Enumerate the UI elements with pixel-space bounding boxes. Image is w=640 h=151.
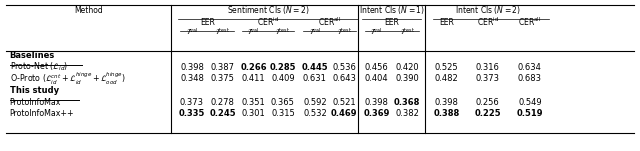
Text: $\mathcal{T}^{\mathrm{val}}$: $\mathcal{T}^{\mathrm{val}}$ <box>247 27 260 38</box>
Text: 0.285: 0.285 <box>269 63 296 72</box>
Text: CER$^{\mathrm{all}}$: CER$^{\mathrm{all}}$ <box>518 16 541 28</box>
Text: This study: This study <box>10 86 59 95</box>
Text: 0.278: 0.278 <box>211 98 235 107</box>
Text: Intent Cls ($N = 2$): Intent Cls ($N = 2$) <box>455 4 522 16</box>
Text: 0.404: 0.404 <box>365 74 388 83</box>
Text: 0.375: 0.375 <box>211 74 235 83</box>
Text: 0.369: 0.369 <box>363 109 390 118</box>
Text: CER$^{\mathrm{all}}$: CER$^{\mathrm{all}}$ <box>318 16 341 28</box>
Text: 0.388: 0.388 <box>433 109 460 118</box>
Text: 0.592: 0.592 <box>303 98 326 107</box>
Text: 0.631: 0.631 <box>303 74 327 83</box>
Text: 0.532: 0.532 <box>303 109 327 118</box>
Text: EER: EER <box>200 18 215 27</box>
Text: ProtoInfoMax++: ProtoInfoMax++ <box>10 109 74 118</box>
Text: 0.409: 0.409 <box>271 74 294 83</box>
Text: 0.301: 0.301 <box>241 109 266 118</box>
Text: 0.348: 0.348 <box>180 74 204 83</box>
Text: $\mathcal{T}^{\mathrm{val}}$: $\mathcal{T}^{\mathrm{val}}$ <box>186 27 198 38</box>
Text: 0.368: 0.368 <box>394 98 420 107</box>
Text: 0.315: 0.315 <box>271 109 295 118</box>
Text: CER$^{\mathrm{id}}$: CER$^{\mathrm{id}}$ <box>257 16 279 28</box>
Text: 0.365: 0.365 <box>271 98 295 107</box>
Text: EER: EER <box>439 18 454 27</box>
Text: O-Proto ($\mathcal{L}_{id}^{cnt} + \mathcal{L}_{id}^{hinge} + \mathcal{L}_{ood}^: O-Proto ($\mathcal{L}_{id}^{cnt} + \math… <box>10 71 125 87</box>
Text: $\mathcal{T}^{\mathrm{val}}$: $\mathcal{T}^{\mathrm{val}}$ <box>308 27 321 38</box>
Text: EER: EER <box>384 18 399 27</box>
Text: 0.316: 0.316 <box>476 63 500 72</box>
Text: 0.521: 0.521 <box>333 98 356 107</box>
Text: 0.445: 0.445 <box>301 63 328 72</box>
Text: ProtoInfoMax: ProtoInfoMax <box>10 98 61 107</box>
Text: $\mathcal{T}^{\mathrm{test}}$: $\mathcal{T}^{\mathrm{test}}$ <box>337 27 352 38</box>
Text: 0.387: 0.387 <box>211 63 235 72</box>
Text: 0.398: 0.398 <box>364 98 388 107</box>
Text: Sentiment Cls ($N = 2$): Sentiment Cls ($N = 2$) <box>227 4 310 16</box>
Text: 0.390: 0.390 <box>395 74 419 83</box>
Text: 0.549: 0.549 <box>518 98 541 107</box>
Text: 0.411: 0.411 <box>242 74 265 83</box>
Text: Intent Cls ($N = 1$): Intent Cls ($N = 1$) <box>358 4 425 16</box>
Text: Proto-Net ($\mathcal{L}_{id}$): Proto-Net ($\mathcal{L}_{id}$) <box>10 61 68 73</box>
Text: 0.373: 0.373 <box>476 74 500 83</box>
Text: 0.373: 0.373 <box>180 98 204 107</box>
Text: 0.482: 0.482 <box>435 74 459 83</box>
Text: 0.683: 0.683 <box>518 74 542 83</box>
Text: 0.351: 0.351 <box>241 98 266 107</box>
Text: 0.245: 0.245 <box>209 109 236 118</box>
Text: 0.398: 0.398 <box>435 98 459 107</box>
Text: 0.266: 0.266 <box>240 63 267 72</box>
Text: 0.256: 0.256 <box>476 98 500 107</box>
Text: 0.420: 0.420 <box>396 63 419 72</box>
Text: $\mathcal{T}^{\mathrm{test}}$: $\mathcal{T}^{\mathrm{test}}$ <box>275 27 291 38</box>
Text: 0.469: 0.469 <box>331 109 358 118</box>
Text: $\mathcal{T}^{\mathrm{test}}$: $\mathcal{T}^{\mathrm{test}}$ <box>215 27 230 38</box>
Text: $\mathcal{T}^{\mathrm{val}}$: $\mathcal{T}^{\mathrm{val}}$ <box>370 27 383 38</box>
Text: 0.225: 0.225 <box>474 109 501 118</box>
Text: 0.525: 0.525 <box>435 63 458 72</box>
Text: $\mathcal{T}^{\mathrm{test}}$: $\mathcal{T}^{\mathrm{test}}$ <box>399 27 415 38</box>
Text: 0.456: 0.456 <box>364 63 388 72</box>
Text: 0.643: 0.643 <box>332 74 356 83</box>
Text: 0.398: 0.398 <box>180 63 204 72</box>
Text: CER$^{\mathrm{id}}$: CER$^{\mathrm{id}}$ <box>477 16 499 28</box>
Text: Method: Method <box>74 6 103 15</box>
Text: 0.519: 0.519 <box>516 109 543 118</box>
Text: Baselines: Baselines <box>10 51 55 60</box>
Text: 0.335: 0.335 <box>179 109 205 118</box>
Text: 0.634: 0.634 <box>518 63 542 72</box>
Text: 0.536: 0.536 <box>332 63 356 72</box>
Text: 0.382: 0.382 <box>395 109 419 118</box>
